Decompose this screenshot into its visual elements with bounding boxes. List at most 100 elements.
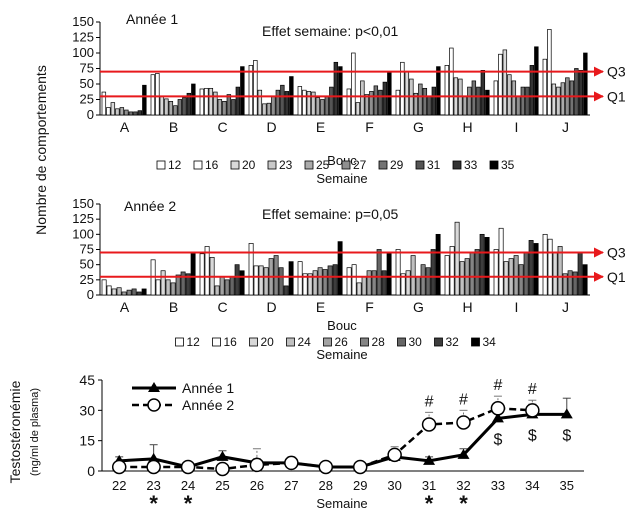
chart3-x-tick-label: 30: [387, 478, 401, 493]
chart1-title: Année 1: [126, 11, 178, 27]
bar: [177, 99, 183, 116]
bar: [351, 264, 357, 296]
bar: [253, 60, 258, 116]
bar: [208, 87, 214, 116]
bar: [257, 89, 263, 116]
bar-chart-year1: Année 1 Effet semaine: p<0,01 Bouc Semai…: [72, 11, 626, 186]
bar: [199, 88, 205, 116]
bar: [191, 83, 196, 116]
series-point-annee-2: [215, 461, 230, 477]
bar: [400, 61, 405, 116]
bar: [462, 96, 468, 116]
bar: [133, 111, 138, 116]
chart3-ylabel-unit: (ng/ml de plasma): [29, 388, 41, 476]
bar: [186, 92, 192, 116]
legend-label: 26: [335, 335, 349, 349]
bar: [110, 102, 116, 116]
bar: [582, 264, 588, 296]
bar: [583, 52, 588, 116]
legend-label: 31: [427, 158, 441, 172]
bar: [317, 267, 323, 296]
bar: [528, 240, 534, 296]
legend-swatch: [304, 160, 314, 170]
legend-swatch: [156, 160, 166, 170]
hash-marker: #: [425, 393, 434, 410]
bar: [115, 108, 120, 116]
bar: [248, 243, 254, 296]
bar: [302, 89, 307, 116]
chart3-x-tick-label: 32: [456, 478, 470, 493]
bar: [420, 264, 426, 296]
chart1-category-label: B: [169, 119, 178, 135]
chart2-category-label: A: [120, 299, 130, 315]
bar: [235, 86, 241, 116]
bar: [168, 101, 174, 116]
chart2-annotation: Effet semaine: p=0,05: [262, 206, 399, 222]
bar: [431, 86, 437, 116]
bar: [126, 289, 132, 296]
series-point-annee-1: [423, 454, 436, 465]
bar: [119, 107, 125, 116]
bar: [493, 249, 499, 296]
legend-swatch: [378, 160, 388, 170]
bar: [306, 91, 312, 116]
bar: [533, 243, 539, 296]
bar: [355, 102, 361, 116]
bar: [315, 97, 321, 116]
legend-swatch: [397, 337, 406, 347]
chart3-x-tick-label: 26: [250, 478, 264, 493]
chart3-x-tick-label: 34: [525, 478, 539, 493]
legend-label: 23: [279, 158, 293, 172]
legend-label: 16: [224, 335, 238, 349]
legend-swatch: [212, 337, 221, 347]
chart1-category-label: G: [413, 119, 424, 135]
legend-label: 32: [446, 335, 460, 349]
legend-label: 16: [205, 158, 219, 172]
bar: [297, 261, 303, 296]
star-marker: *: [149, 491, 158, 512]
bar: [498, 227, 504, 296]
chart2-y-tick-label: 50: [80, 257, 94, 272]
hash-marker: #: [528, 381, 537, 398]
bar: [204, 246, 210, 296]
legend-label: 27: [353, 158, 367, 172]
legend-label: 33: [464, 158, 478, 172]
bar: [263, 267, 269, 296]
bar: [373, 85, 379, 116]
bar: [542, 58, 548, 116]
bar: [124, 109, 129, 116]
bar: [415, 276, 421, 296]
bar: [436, 66, 441, 116]
chart1-category-label: D: [266, 119, 276, 135]
bar: [101, 91, 107, 116]
bar: [217, 99, 223, 116]
bar: [361, 276, 367, 296]
bar: [214, 285, 220, 296]
bar: [395, 249, 401, 296]
chart3-ylabel: Testostéronémie: [7, 380, 23, 483]
bar: [502, 49, 508, 116]
bar: [239, 270, 245, 296]
legend-label: 20: [261, 335, 275, 349]
bar: [577, 252, 583, 296]
bar: [302, 273, 308, 296]
y-axis-title: Nombre de comportements: [33, 65, 49, 235]
chart2-y-tick-label: 75: [80, 242, 94, 257]
bar: [444, 65, 450, 116]
series-point-annee-1: [457, 448, 470, 459]
bar: [382, 81, 388, 116]
chart1-y-tick-label: 100: [72, 45, 94, 60]
bar: [435, 233, 441, 296]
bar: [185, 273, 191, 296]
bar: [131, 288, 137, 296]
bar: [231, 99, 236, 116]
series-point-annee-1: [216, 450, 229, 461]
bar: [364, 94, 370, 116]
chart3-x-tick-label: 35: [560, 478, 574, 493]
star-marker: *: [184, 491, 193, 512]
bar: [518, 264, 524, 296]
bar: [513, 255, 519, 296]
bar: [262, 103, 267, 116]
series-point-annee-2: [284, 455, 299, 471]
